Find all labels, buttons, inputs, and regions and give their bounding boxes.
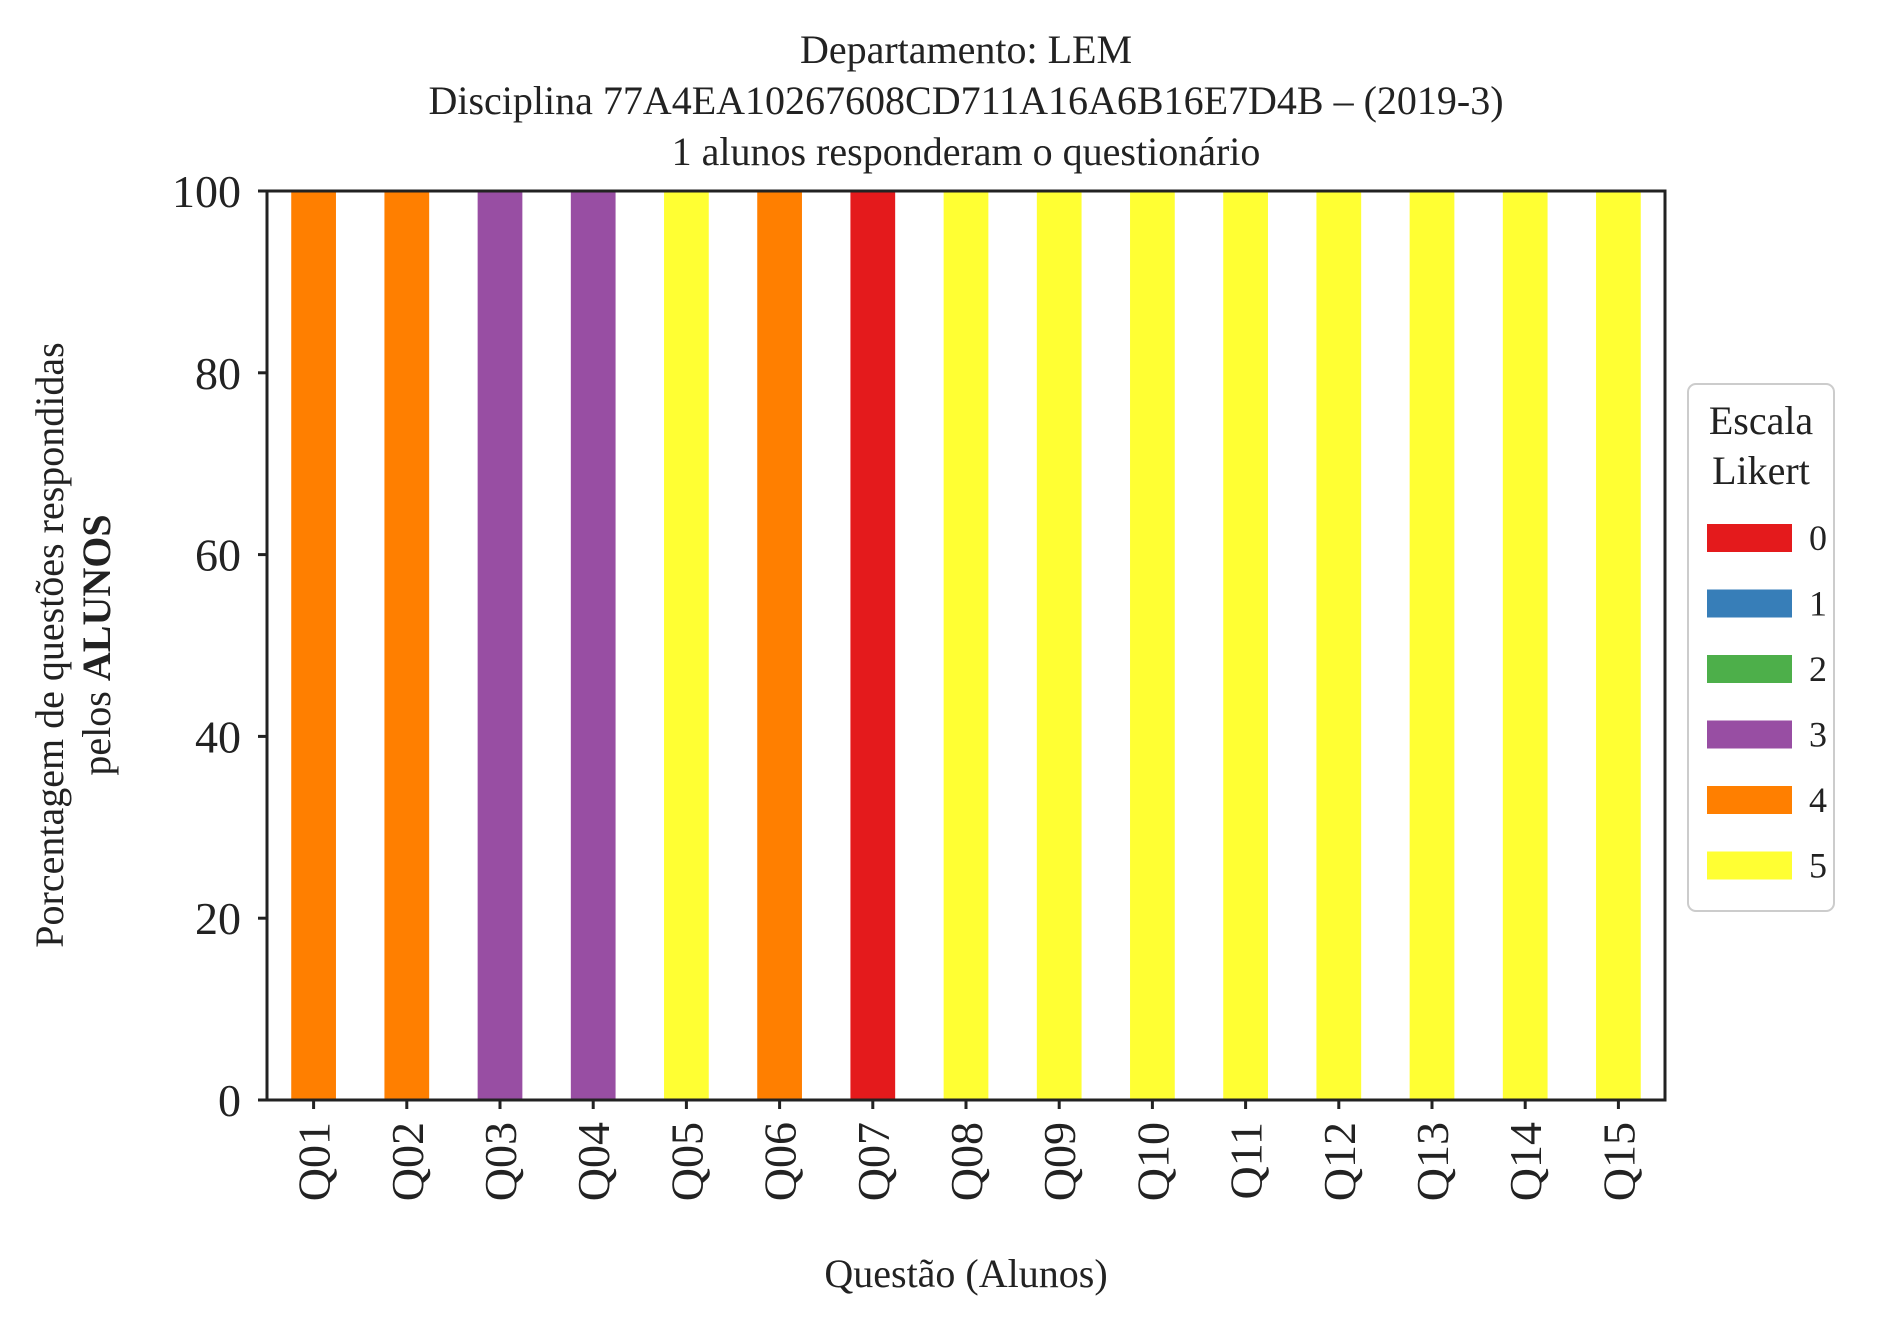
- x-axis-label: Questão (Alunos): [824, 1251, 1107, 1296]
- x-tick-label-q10: Q10: [1127, 1122, 1178, 1201]
- bar-q07-scale-0: [850, 191, 896, 1100]
- chart-title-line-2: Disciplina 77A4EA10267608CD711A16A6B16E7…: [428, 78, 1503, 123]
- x-tick-label-q13: Q13: [1407, 1122, 1458, 1201]
- x-tick-label-q12: Q12: [1314, 1122, 1365, 1201]
- legend-label-3: 3: [1809, 715, 1827, 755]
- chart-title-line-1: Departamento: LEM: [800, 27, 1132, 72]
- bar-q14-scale-5: [1502, 191, 1548, 1100]
- x-tick-label-q06: Q06: [755, 1122, 806, 1201]
- x-tick-label-q08: Q08: [941, 1122, 992, 1201]
- x-tick-label-q01: Q01: [289, 1122, 340, 1201]
- legend-title-line-1: Escala: [1709, 398, 1814, 443]
- x-tick-label-q03: Q03: [475, 1122, 526, 1201]
- legend-label-5: 5: [1809, 846, 1827, 886]
- bar-q02-scale-4: [384, 191, 430, 1100]
- y-axis-ticks: 0 20 40 60 80 100: [172, 166, 267, 1126]
- x-tick-label-q04: Q04: [568, 1122, 619, 1201]
- y-axis-label-bold: ALUNOS: [74, 514, 119, 681]
- y-axis-label-prefix: pelos: [74, 681, 119, 775]
- legend-label-4: 4: [1809, 780, 1827, 820]
- bar-q03-scale-3: [477, 191, 523, 1100]
- legend-swatch-2: [1707, 655, 1792, 683]
- x-tick-label-q15: Q15: [1593, 1122, 1644, 1201]
- bar-q05-scale-5: [664, 191, 709, 1100]
- bar-q06-scale-4: [757, 191, 802, 1100]
- y-axis-label-line-2: pelos ALUNOS: [74, 514, 119, 775]
- bar-q12-scale-5: [1316, 191, 1362, 1100]
- chart-title-line-3: 1 alunos responderam o questionário: [672, 129, 1261, 174]
- bar-q04-scale-3: [570, 191, 616, 1100]
- legend-label-2: 2: [1809, 649, 1827, 689]
- x-tick-label-q14: Q14: [1500, 1122, 1551, 1201]
- y-tick-label-40: 40: [195, 711, 241, 762]
- legend-swatch-3: [1707, 720, 1792, 749]
- bars-group: [291, 191, 1641, 1100]
- legend-swatch-1: [1707, 589, 1792, 618]
- bar-q09-scale-5: [1036, 191, 1082, 1100]
- bar-q15-scale-5: [1596, 191, 1641, 1100]
- x-tick-label-q02: Q02: [382, 1122, 433, 1201]
- bar-q13-scale-5: [1409, 191, 1455, 1100]
- legend-swatch-4: [1707, 786, 1792, 814]
- bar-q08-scale-5: [943, 191, 989, 1100]
- x-tick-label-q05: Q05: [661, 1122, 712, 1201]
- y-tick-label-60: 60: [195, 530, 241, 581]
- x-tick-label-q11: Q11: [1221, 1122, 1272, 1200]
- y-axis-label-line-1: Porcentagem de questões respondidas: [27, 342, 72, 947]
- legend-label-0: 0: [1809, 518, 1827, 558]
- bar-q11-scale-5: [1223, 191, 1268, 1100]
- legend-label-1: 1: [1809, 584, 1827, 624]
- x-tick-label-q09: Q09: [1034, 1122, 1085, 1201]
- y-tick-label-0: 0: [218, 1075, 241, 1126]
- legend-items: 0 1 2 3 4 5: [1707, 518, 1827, 886]
- legend-swatch-5: [1707, 851, 1792, 880]
- y-tick-label-20: 20: [195, 893, 241, 944]
- legend-swatch-0: [1707, 524, 1792, 552]
- legend: Escala Likert 0 1 2 3 4 5: [1687, 383, 1835, 912]
- y-tick-label-100: 100: [172, 166, 241, 217]
- bar-q01-scale-4: [291, 191, 336, 1100]
- legend-frame: [1687, 383, 1835, 912]
- y-tick-label-80: 80: [195, 348, 241, 399]
- legend-title-line-2: Likert: [1712, 448, 1810, 493]
- bar-q10-scale-5: [1130, 191, 1175, 1100]
- x-tick-label-q07: Q07: [848, 1122, 899, 1201]
- x-axis-ticks: Q01 Q02 Q03 Q04 Q05 Q06 Q07 Q08 Q09 Q10 Q11 Q12 Q13 Q…: [289, 1100, 1644, 1201]
